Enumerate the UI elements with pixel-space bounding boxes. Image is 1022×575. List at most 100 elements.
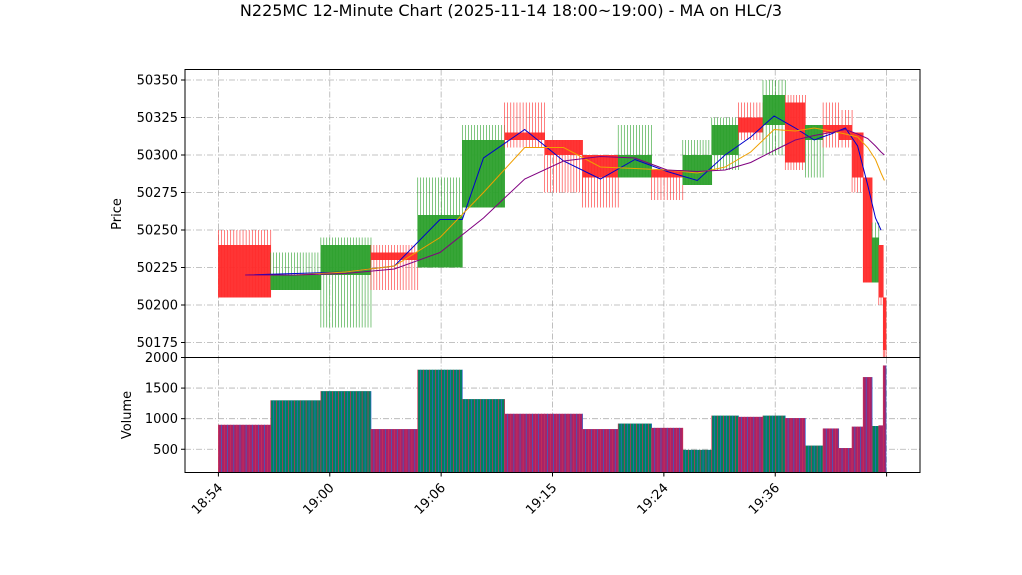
price-y-tick-label: 50200 bbox=[137, 299, 178, 314]
volume-bar bbox=[882, 365, 887, 473]
candle bbox=[617, 125, 652, 178]
candle bbox=[822, 102, 840, 148]
x-tick-label: 19:36 bbox=[746, 481, 783, 518]
price-y-tick-label: 50300 bbox=[137, 149, 178, 164]
candle-body bbox=[738, 117, 763, 133]
candle bbox=[218, 230, 272, 298]
candle bbox=[804, 125, 824, 178]
candle bbox=[270, 252, 322, 290]
volume-bar bbox=[871, 426, 880, 473]
price-moving-averages bbox=[245, 115, 885, 276]
price-y-ticks: 50175 50200 50225 50250 50275 50300 50325 50350 bbox=[137, 74, 185, 351]
x-axis-ticks: 18:54 19:00 19:06 19:15 19:24 19:36 bbox=[189, 472, 888, 518]
volume-bar bbox=[862, 377, 873, 473]
price-axis-label: Price bbox=[110, 198, 125, 230]
candle-body bbox=[504, 132, 545, 140]
candle bbox=[882, 297, 887, 358]
volume-y-tick-label: 1000 bbox=[145, 412, 178, 427]
candle bbox=[738, 102, 764, 140]
volume-y-tick-label: 2000 bbox=[145, 351, 178, 366]
price-y-tick-label: 50250 bbox=[137, 224, 178, 239]
candle-body bbox=[823, 125, 839, 133]
candle-body bbox=[785, 102, 806, 163]
volume-bar bbox=[582, 429, 619, 473]
volume-bar bbox=[851, 426, 864, 473]
volume-bar-fill bbox=[270, 400, 321, 473]
volume-bar-fill bbox=[883, 365, 887, 473]
volume-bar bbox=[838, 448, 853, 473]
x-tick-label: 18:54 bbox=[189, 481, 226, 518]
candle bbox=[878, 245, 884, 305]
volume-bar-fill bbox=[863, 377, 873, 473]
volume-bar-fill bbox=[218, 424, 271, 473]
price-grid bbox=[185, 69, 920, 358]
volume-bar-fill bbox=[878, 425, 884, 473]
candle-body bbox=[218, 245, 271, 298]
volume-bar-fill bbox=[823, 428, 839, 473]
volume-bar bbox=[651, 427, 684, 473]
candle-body bbox=[651, 170, 683, 178]
chart-title: N225MC 12-Minute Chart (2025-11-14 18:00… bbox=[240, 1, 782, 20]
volume-bar bbox=[762, 415, 786, 473]
moving-average-line bbox=[245, 127, 885, 276]
price-panel: 50175 50200 50225 50250 50275 50300 50325 50350… bbox=[110, 69, 921, 358]
moving-average-line bbox=[245, 128, 885, 276]
volume-bar-fill bbox=[544, 413, 583, 473]
candle bbox=[417, 177, 463, 268]
x-tick-label: 19:15 bbox=[523, 481, 560, 518]
price-y-tick-label: 50175 bbox=[137, 336, 178, 351]
candle-body bbox=[878, 245, 884, 298]
volume-bar-fill bbox=[504, 413, 545, 473]
volume-y-ticks: 500 1000 1500 2000 bbox=[145, 351, 185, 458]
volume-bar-fill bbox=[762, 415, 786, 473]
volume-bar bbox=[370, 429, 419, 473]
candle-body bbox=[370, 252, 418, 260]
volume-bar-fill bbox=[618, 423, 652, 473]
price-y-tick-label: 50325 bbox=[137, 111, 178, 126]
volume-bar-fill bbox=[785, 418, 806, 473]
candle-body bbox=[863, 177, 873, 283]
candle-body bbox=[417, 215, 463, 268]
volume-bar bbox=[738, 416, 764, 473]
volume-bar bbox=[878, 425, 884, 473]
price-y-tick-label: 50275 bbox=[137, 186, 178, 201]
x-tick-label: 19:24 bbox=[635, 481, 672, 518]
volume-bar bbox=[822, 428, 840, 473]
volume-bar-fill bbox=[320, 391, 371, 473]
candle bbox=[582, 155, 619, 208]
volume-bar bbox=[804, 445, 824, 473]
candle-body bbox=[711, 125, 739, 155]
volume-bar bbox=[682, 449, 713, 473]
candle-body bbox=[762, 95, 786, 125]
candle-body bbox=[852, 132, 864, 178]
candle bbox=[320, 237, 372, 328]
volume-bars bbox=[218, 365, 887, 473]
candle-body bbox=[320, 245, 371, 275]
volume-y-tick-label: 500 bbox=[153, 443, 178, 458]
volume-bar bbox=[218, 424, 272, 473]
volume-bar bbox=[544, 413, 583, 473]
candle-body bbox=[883, 297, 887, 350]
candle bbox=[682, 140, 713, 185]
volume-bar bbox=[417, 369, 463, 473]
volume-bar bbox=[504, 413, 546, 473]
candle-body bbox=[270, 275, 321, 290]
price-y-tick-label: 50350 bbox=[137, 74, 178, 89]
candle-body bbox=[872, 237, 879, 283]
candle-body bbox=[582, 155, 619, 178]
volume-bar bbox=[617, 423, 652, 473]
volume-bar bbox=[784, 418, 806, 473]
moving-average-line bbox=[245, 115, 882, 276]
volume-axis-label: Volume bbox=[120, 391, 135, 439]
volume-y-tick-label: 1500 bbox=[145, 382, 178, 397]
candle bbox=[862, 177, 873, 283]
volume-bar bbox=[320, 391, 372, 473]
volume-bar bbox=[711, 415, 739, 473]
volume-bar bbox=[461, 399, 505, 473]
volume-bar-fill bbox=[711, 415, 739, 473]
candle bbox=[762, 80, 786, 155]
candle bbox=[711, 117, 739, 170]
candle bbox=[461, 125, 505, 208]
candle bbox=[871, 222, 880, 283]
